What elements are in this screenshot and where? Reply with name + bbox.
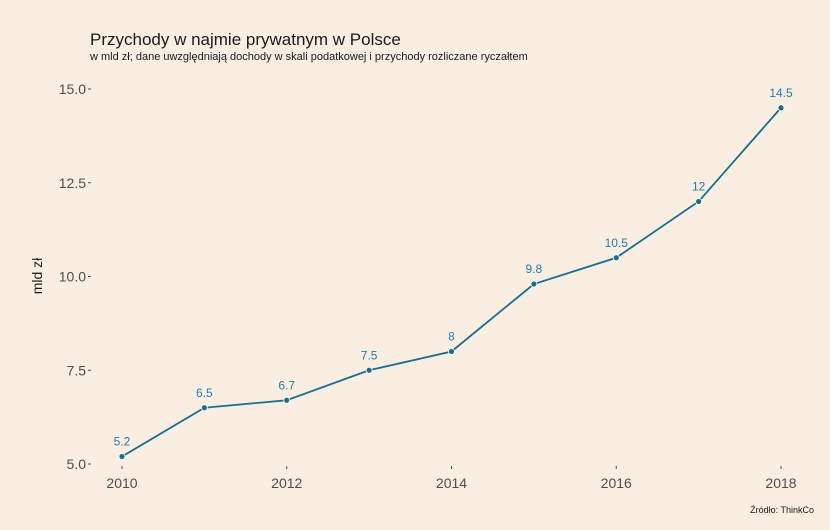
x-tick-label: 2012: [271, 475, 302, 491]
data-point: [200, 404, 208, 412]
y-axis: 5.0 7.5 10.0 12.5 15.0: [59, 81, 91, 472]
y-tick-label: 12.5: [59, 175, 86, 191]
data-label: 6.7: [278, 378, 295, 392]
x-tick-label: 2018: [765, 475, 796, 491]
y-axis-label: mld zł: [29, 257, 45, 294]
data-label: 9.8: [526, 262, 543, 276]
data-point: [365, 366, 373, 374]
data-point: [777, 104, 785, 112]
data-label: 5.2: [114, 435, 131, 449]
source-caption: Źródło: ThinkCo: [750, 505, 814, 515]
data-labels: 5.2 6.5 6.7 7.5 8 9.8 10.5 12 14.5: [114, 86, 793, 449]
x-tick-label: 2016: [601, 475, 632, 491]
y-tick-label: 5.0: [67, 456, 87, 472]
series-line: [121, 107, 782, 458]
data-label: 6.5: [196, 386, 213, 400]
data-points: [118, 104, 785, 460]
data-label: 14.5: [769, 86, 793, 100]
x-tick-label: 2014: [436, 475, 467, 491]
data-point: [612, 254, 620, 262]
data-label: 8: [448, 330, 455, 344]
data-label: 10.5: [605, 236, 629, 250]
y-tick-label: 15.0: [59, 81, 86, 97]
data-point: [695, 198, 703, 205]
data-point: [118, 453, 126, 460]
x-tick-label: 2010: [106, 475, 137, 491]
data-point: [448, 348, 455, 355]
y-tick-label: 10.0: [59, 269, 86, 285]
data-label: 12: [692, 180, 706, 194]
chart-title: Przychody w najmie prywatnym w Polsce: [90, 30, 401, 49]
x-axis: 2010 2012 2014 2016 2018: [106, 466, 797, 491]
data-point: [530, 280, 538, 288]
y-tick-label: 7.5: [67, 362, 87, 378]
data-point: [283, 396, 291, 404]
data-label: 7.5: [361, 348, 378, 362]
chart-subtitle: w mld zł; dane uwzględniają dochody w sk…: [89, 51, 528, 63]
